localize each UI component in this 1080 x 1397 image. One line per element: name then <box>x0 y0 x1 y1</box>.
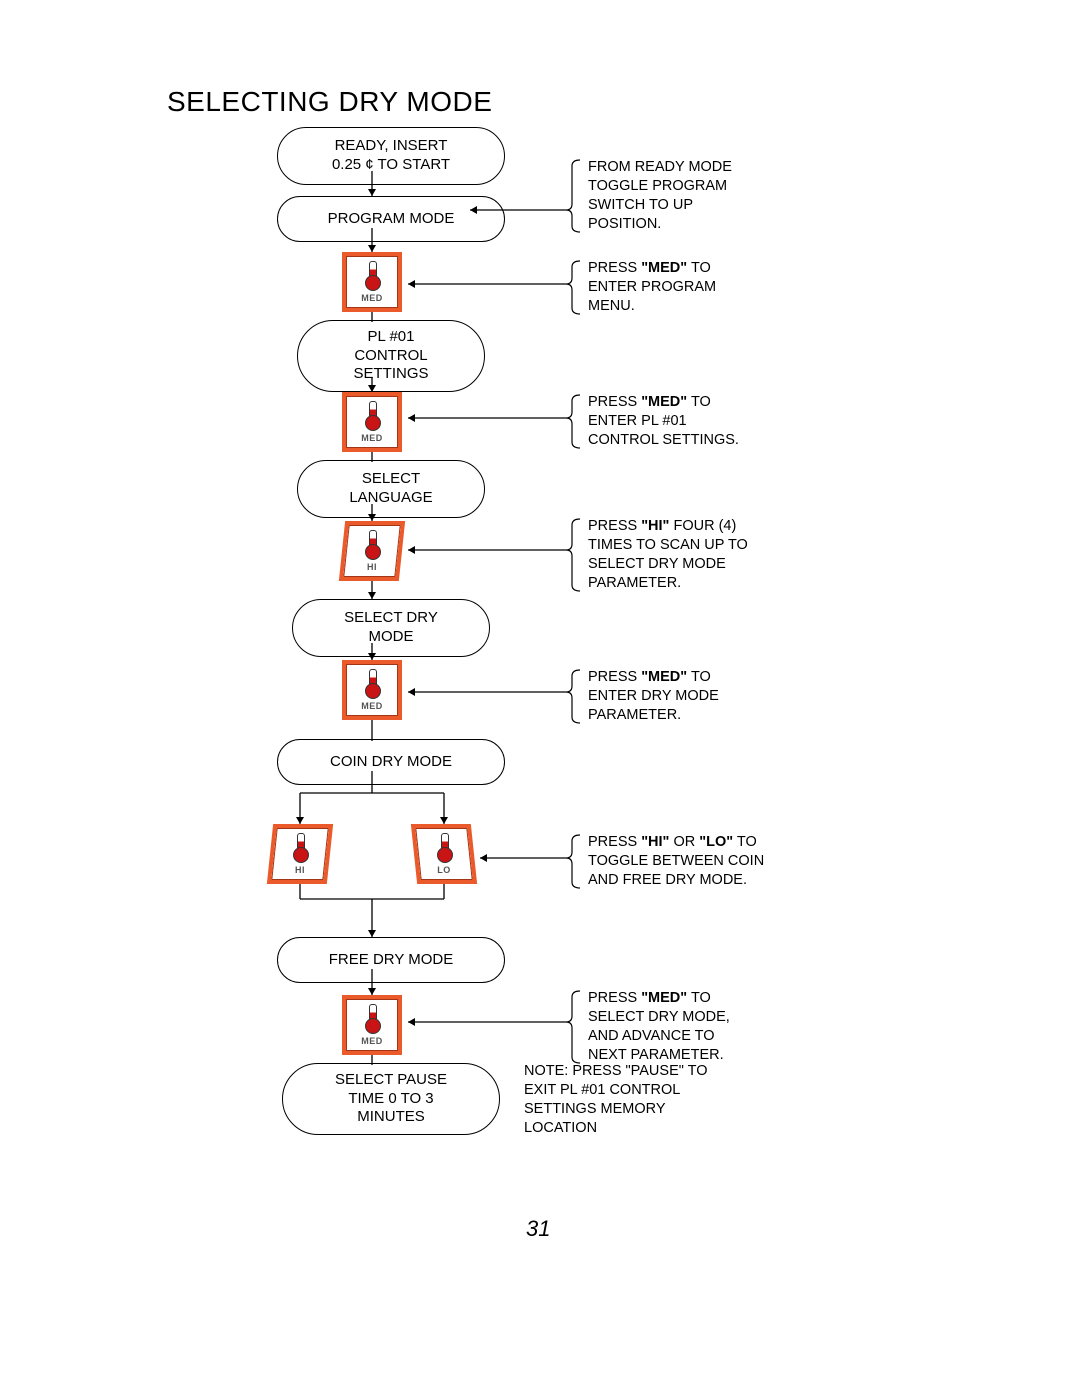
flow-annotation: PRESS "MED" TOENTER PROGRAMMENU. <box>588 259 716 316</box>
thermometer-icon <box>437 833 451 863</box>
flow-node: FREE DRY MODE <box>277 937 505 983</box>
thermometer-icon <box>365 530 379 560</box>
icon-label: HI <box>295 865 305 875</box>
flow-annotation: PRESS "MED" TOENTER DRY MODEPARAMETER. <box>588 668 719 725</box>
button-icon: MED <box>342 660 402 720</box>
icon-label: MED <box>361 1036 383 1046</box>
button-icon: HI <box>339 521 405 581</box>
thermometer-icon <box>365 669 379 699</box>
flow-node: COIN DRY MODE <box>277 739 505 785</box>
flow-node: PL #01CONTROLSETTINGS <box>297 320 485 392</box>
icon-label: HI <box>367 562 377 572</box>
flow-note: NOTE: PRESS "PAUSE" TOEXIT PL #01 CONTRO… <box>524 1062 708 1137</box>
thermometer-icon <box>365 261 379 291</box>
flow-node: SELECTLANGUAGE <box>297 460 485 518</box>
button-icon: MED <box>342 252 402 312</box>
flow-annotation: FROM READY MODETOGGLE PROGRAMSWITCH TO U… <box>588 158 732 233</box>
thermometer-icon <box>293 833 307 863</box>
flow-annotation: PRESS "HI" FOUR (4)TIMES TO SCAN UP TOSE… <box>588 517 748 592</box>
icon-label: LO <box>437 865 451 875</box>
flow-annotation: PRESS "HI" OR "LO" TOTOGGLE BETWEEN COIN… <box>588 833 764 890</box>
thermometer-icon <box>365 1004 379 1034</box>
icon-label: MED <box>361 433 383 443</box>
page-title: SELECTING DRY MODE <box>167 86 492 118</box>
flow-node: SELECT PAUSETIME 0 TO 3MINUTES <box>282 1063 500 1135</box>
button-icon: MED <box>342 995 402 1055</box>
page-number: 31 <box>526 1216 550 1242</box>
button-icon: HI <box>267 824 333 884</box>
flow-annotation: PRESS "MED" TOENTER PL #01CONTROL SETTIN… <box>588 393 739 450</box>
flow-node: READY, INSERT0.25 ¢ TO START <box>277 127 505 185</box>
button-icon: MED <box>342 392 402 452</box>
icon-label: MED <box>361 293 383 303</box>
button-icon: LO <box>411 824 477 884</box>
flow-node: PROGRAM MODE <box>277 196 505 242</box>
flow-node: SELECT DRYMODE <box>292 599 490 657</box>
flow-annotation: PRESS "MED" TOSELECT DRY MODE,AND ADVANC… <box>588 989 730 1064</box>
thermometer-icon <box>365 401 379 431</box>
icon-label: MED <box>361 701 383 711</box>
